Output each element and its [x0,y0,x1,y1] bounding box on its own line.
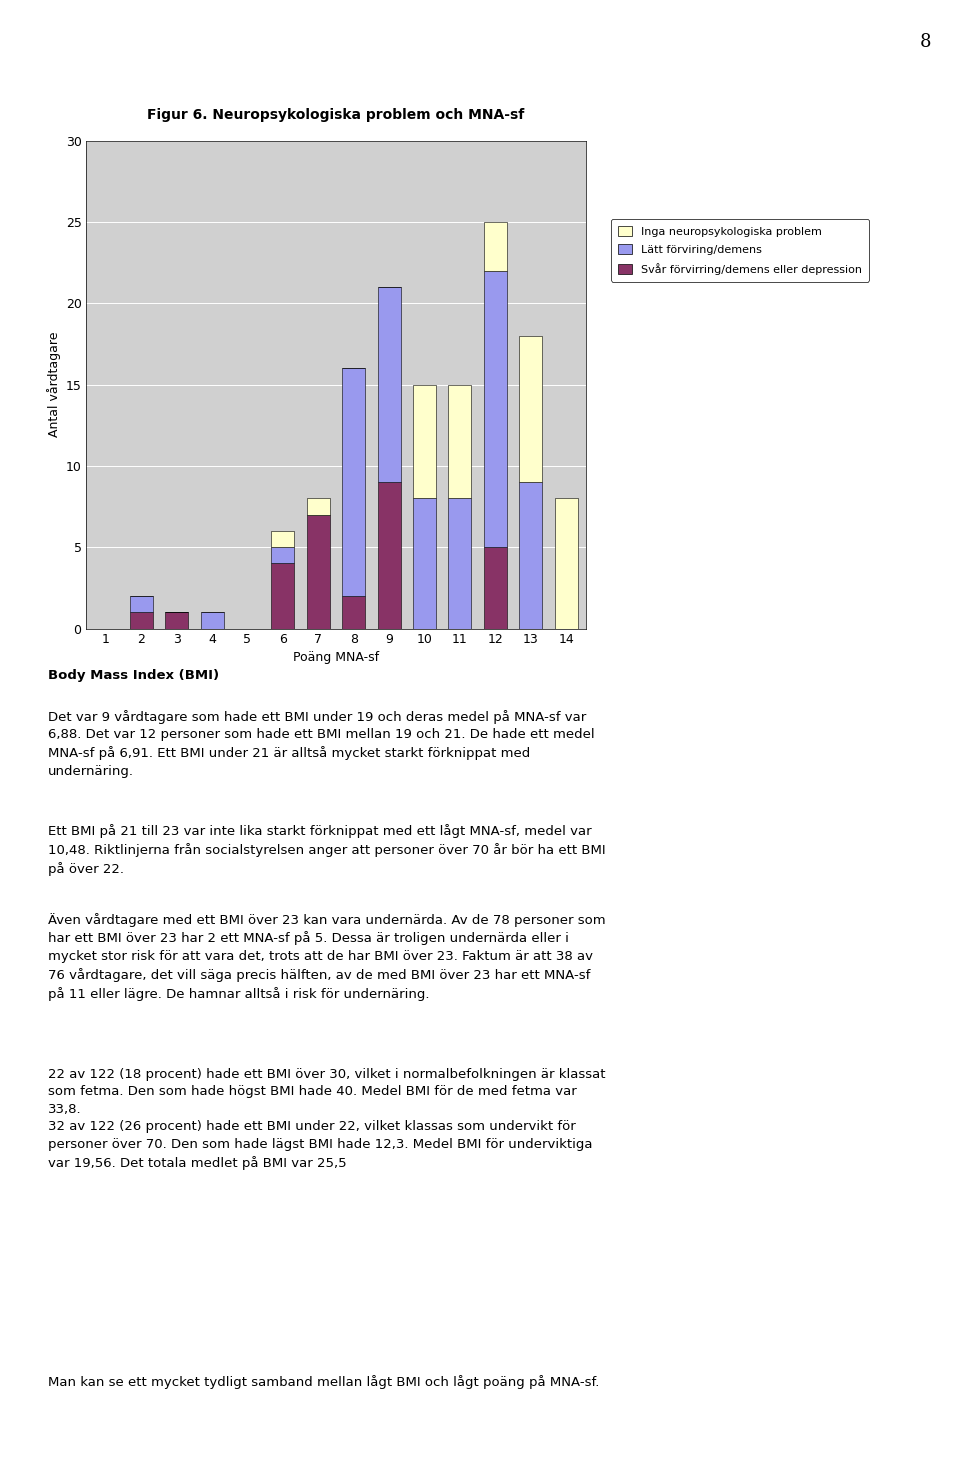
Bar [484,271,507,547]
Bar [272,547,295,563]
Text: Det var 9 vårdtagare som hade ett BMI under 19 och deras medel på MNA-sf var
6,8: Det var 9 vårdtagare som hade ett BMI un… [48,710,594,778]
Text: Man kan se ett mycket tydligt samband mellan lågt BMI och lågt poäng på MNA-sf.: Man kan se ett mycket tydligt samband me… [48,1375,599,1389]
Bar [413,498,436,629]
Y-axis label: Antal vårdtagare: Antal vårdtagare [48,331,61,438]
Bar [201,612,224,629]
Bar [484,222,507,271]
Text: 22 av 122 (18 procent) hade ett BMI över 30, vilket i normalbefolkningen är klas: 22 av 122 (18 procent) hade ett BMI över… [48,1068,606,1170]
Legend: Inga neuropsykologiska problem, Lätt förviring/demens, Svår förvirring/demens el: Inga neuropsykologiska problem, Lätt för… [612,219,869,281]
Bar [342,596,365,629]
Bar [130,612,153,629]
Bar [377,482,400,629]
Bar [130,596,153,612]
Bar [377,287,400,482]
Text: Figur 6. Neuropsykologiska problem och MNA-sf: Figur 6. Neuropsykologiska problem och M… [148,108,524,123]
Bar [272,563,295,629]
Text: Body Mass Index (BMI): Body Mass Index (BMI) [48,669,219,682]
Bar [484,547,507,629]
Bar [307,515,330,629]
Text: Även vårdtagare med ett BMI över 23 kan vara undernärda. Av de 78 personer som
h: Även vårdtagare med ett BMI över 23 kan … [48,913,606,1001]
Bar [448,385,471,498]
Bar [272,531,295,547]
Bar [307,498,330,515]
Bar [342,368,365,596]
Text: 8: 8 [920,33,931,50]
Bar [413,385,436,498]
X-axis label: Poäng MNA-sf: Poäng MNA-sf [293,651,379,664]
Bar [519,336,542,482]
Bar [448,498,471,629]
Bar [555,498,578,629]
Bar [165,612,188,629]
Text: Ett BMI på 21 till 23 var inte lika starkt förknippat med ett lågt MNA-sf, medel: Ett BMI på 21 till 23 var inte lika star… [48,824,606,876]
Bar [519,482,542,629]
